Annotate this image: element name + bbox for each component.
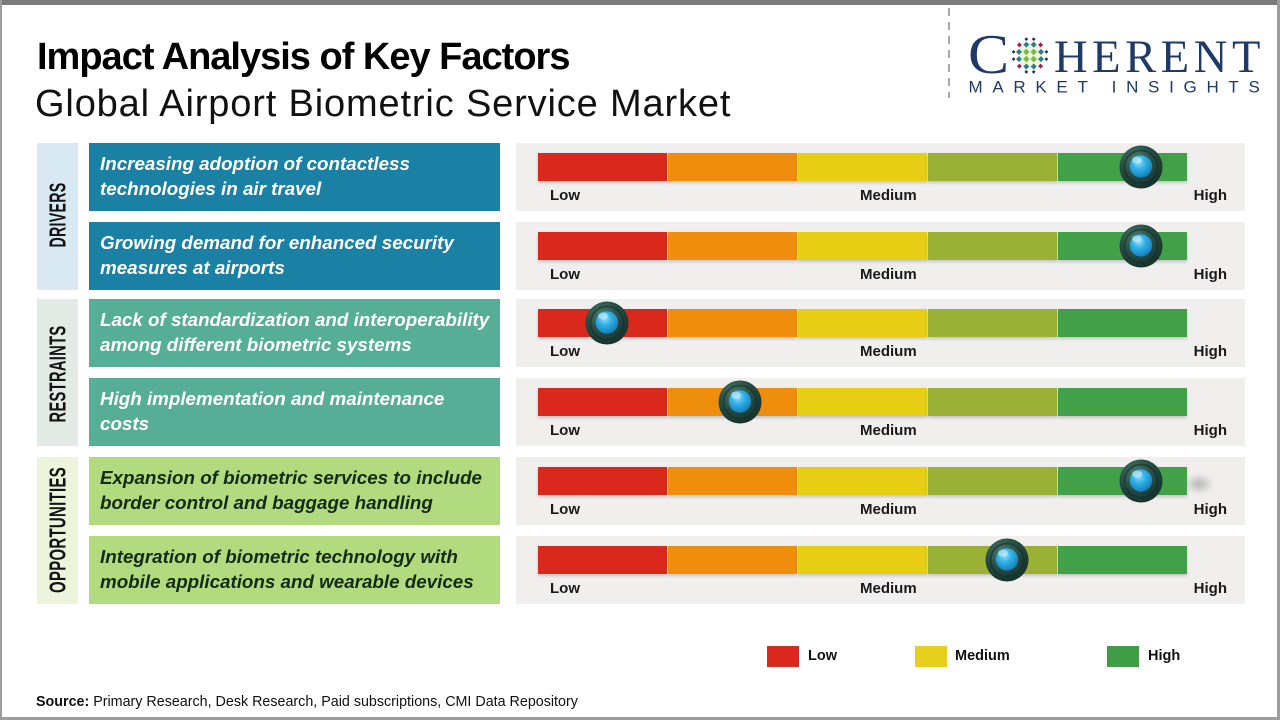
svg-text:C: C <box>968 28 1009 85</box>
svg-text:HERENT: HERENT <box>1054 32 1265 83</box>
svg-text:MARKET INSIGHTS: MARKET INSIGHTS <box>969 78 1270 97</box>
